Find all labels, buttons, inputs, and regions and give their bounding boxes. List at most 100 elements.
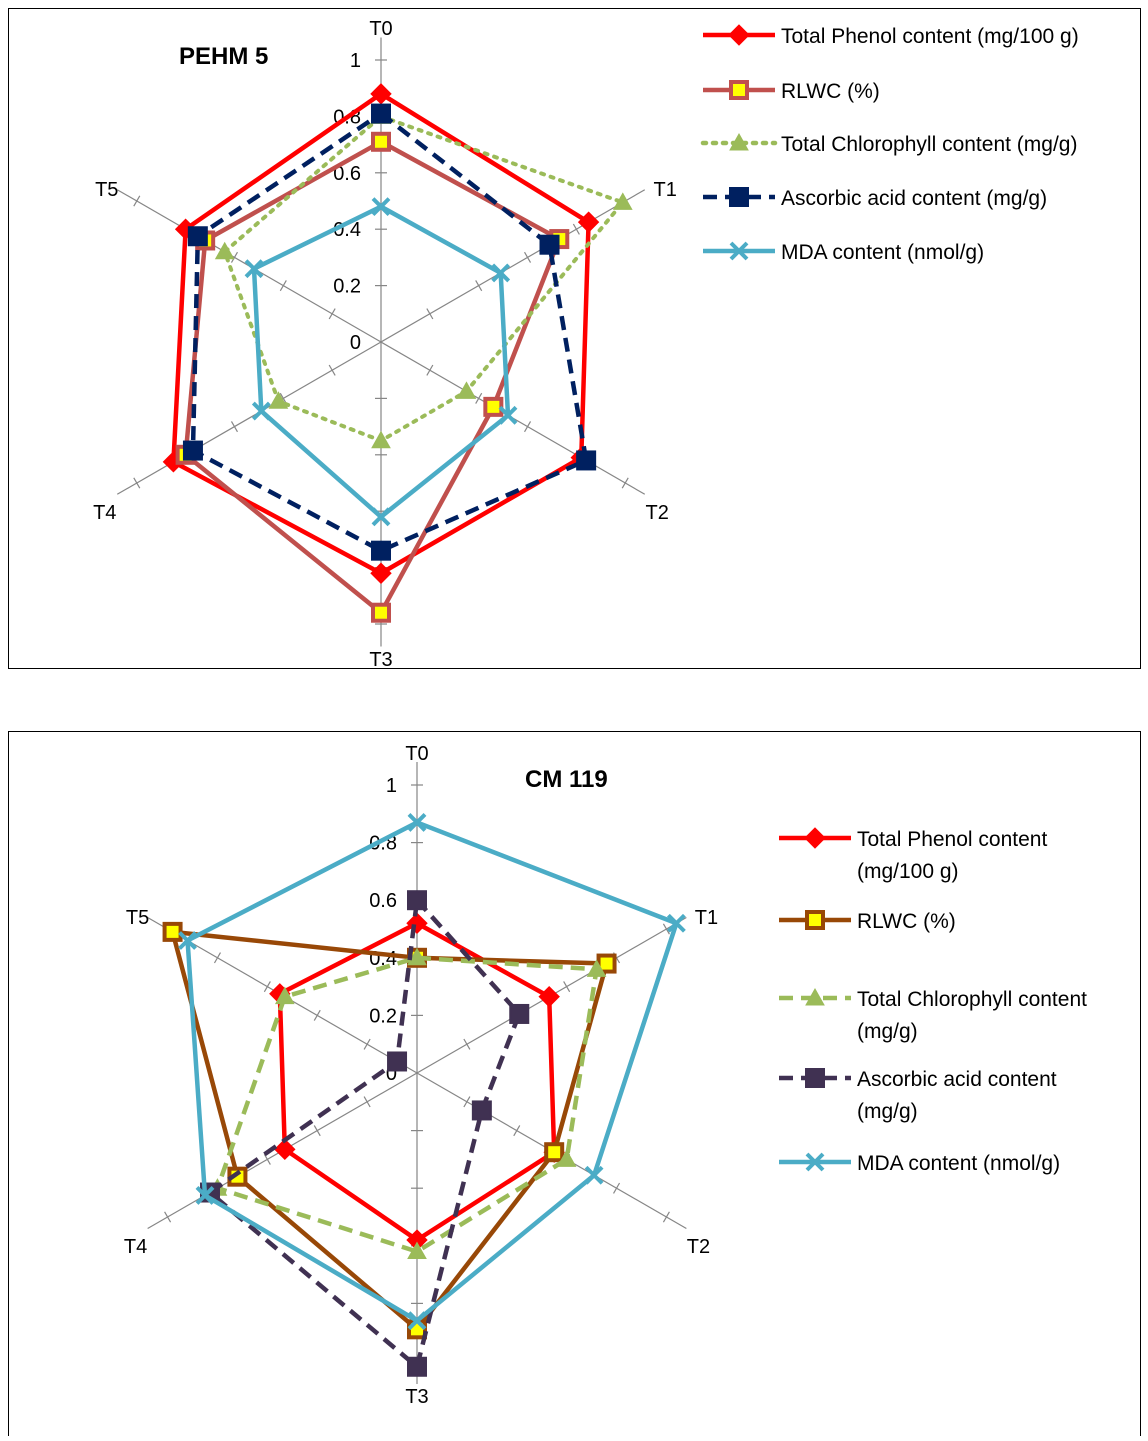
data-point [544, 1142, 565, 1163]
tick-label: 1 [350, 50, 361, 72]
axis-label: T5 [95, 179, 118, 201]
data-point [456, 381, 477, 399]
legend-item: MDA content (nmol/g) [777, 1148, 1117, 1180]
tick-label: 0.2 [333, 276, 361, 298]
axis-tick [463, 1038, 471, 1050]
axis-tick [426, 364, 434, 376]
axis-tick [563, 981, 571, 993]
legend-item: RLWC (%) [701, 76, 1141, 108]
legend-marker [805, 1068, 825, 1088]
axis-tick [524, 421, 532, 433]
axis-tick [328, 308, 336, 320]
data-point [576, 450, 597, 471]
axis-line [380, 189, 646, 343]
tick-label: 1 [386, 775, 397, 797]
series-total [214, 106, 633, 449]
legend-label: Total Chlorophyll content (mg/g) [781, 133, 1078, 156]
data-point [407, 947, 427, 966]
legend-marker [805, 987, 825, 1006]
axis-label: T3 [369, 649, 392, 671]
tick-label: 0 [350, 332, 361, 354]
data-point [371, 430, 391, 449]
data-point [178, 931, 197, 950]
tick-label: 0.6 [369, 890, 397, 912]
legend-swatch [703, 241, 775, 261]
series-ascorbic [182, 103, 597, 561]
legend-item: Ascorbic acid content (mg/g) [701, 183, 1141, 215]
data-point [274, 1138, 296, 1161]
legend-item: Ascorbic acid content (mg/g) [777, 1064, 1117, 1128]
data-point [371, 197, 391, 217]
data-point [577, 211, 600, 233]
axis-tick [230, 251, 238, 263]
legend-label: RLWC (%) [857, 910, 956, 933]
data-point [268, 391, 289, 409]
data-point [182, 440, 203, 461]
axis-tick [263, 981, 271, 993]
series-mda [178, 813, 686, 1331]
data-point [407, 1356, 427, 1377]
axis-tick [164, 1211, 172, 1223]
legend-swatch [700, 132, 778, 151]
axis-label: T0 [405, 743, 428, 765]
tick-label: 0.2 [369, 1005, 397, 1027]
data-point [187, 226, 208, 247]
axis-tick [426, 308, 434, 320]
axis-tick [328, 364, 336, 376]
data-point [586, 959, 607, 977]
axis-tick [279, 280, 287, 292]
data-point [539, 234, 560, 255]
data-point [371, 602, 391, 623]
data-point [498, 405, 518, 425]
axis-tick [662, 1211, 670, 1223]
data-point [387, 1051, 408, 1072]
legend-marker [805, 1152, 825, 1172]
axis-label: T4 [93, 502, 116, 524]
legend-swatch [779, 1068, 851, 1088]
axis-tick [133, 477, 141, 489]
data-point [538, 985, 560, 1008]
axis-label: T2 [646, 502, 669, 524]
legend-item: Total Phenol content (mg/100 g) [777, 824, 1117, 888]
legend-swatch [703, 80, 775, 100]
tick-label: 0 [386, 1063, 397, 1085]
data-point [407, 813, 427, 832]
legend-marker [804, 827, 826, 849]
axis-label: T0 [369, 18, 392, 40]
data-point [471, 1100, 492, 1121]
data-point [483, 396, 504, 417]
data-point [666, 913, 686, 933]
axis-label: T1 [654, 179, 677, 201]
axis-tick [133, 195, 141, 207]
data-point [407, 1311, 427, 1331]
axis-label: T3 [405, 1386, 428, 1408]
legend-label: MDA content (nmol/g) [857, 1152, 1061, 1175]
axis-label: T2 [687, 1236, 710, 1258]
data-point [274, 986, 295, 1005]
axis-tick [363, 1096, 371, 1108]
axis-tick [662, 923, 670, 935]
data-point [584, 1165, 604, 1185]
legend-marker [729, 132, 749, 151]
legend-swatch [779, 987, 851, 1006]
axis-tick [313, 1125, 321, 1137]
series-line [207, 897, 522, 1370]
legend-item: RLWC (%) [777, 906, 1117, 938]
legend-label: Ascorbic acid content (mg/g) [781, 187, 1048, 210]
series-rlwc [162, 921, 617, 1340]
legend-label: Total Chlorophyll content (mg/g) [857, 988, 1087, 1043]
data-point [195, 1185, 215, 1205]
axis-tick [524, 251, 532, 263]
legend-marker [729, 187, 749, 207]
data-point [509, 1003, 530, 1024]
axis-tick [475, 392, 483, 404]
data-point [370, 562, 392, 584]
axis-line [116, 341, 382, 495]
axis-label: T5 [126, 907, 149, 929]
series-ascorbic [199, 890, 530, 1377]
data-point [251, 401, 271, 421]
series-line [185, 820, 679, 1323]
series-line [190, 111, 589, 553]
axis-tick [363, 1038, 371, 1050]
